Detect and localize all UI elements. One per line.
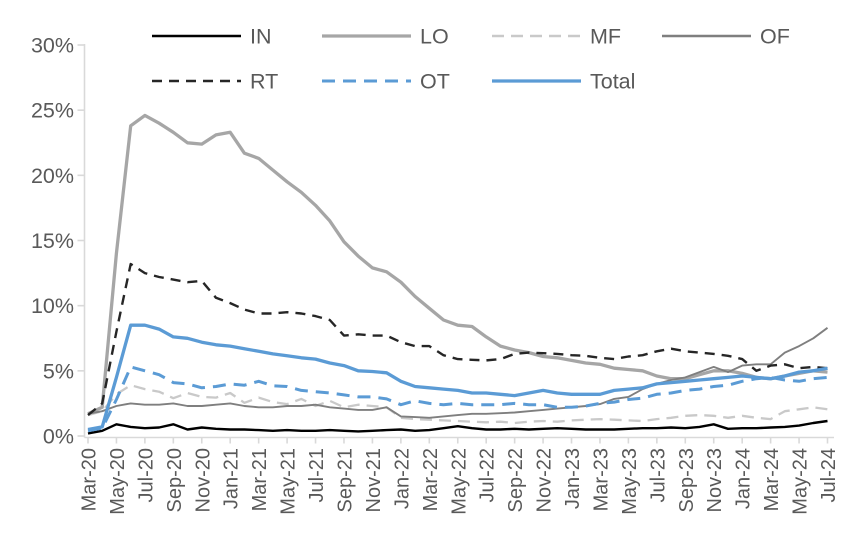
x-tick-label: May-24	[790, 448, 812, 515]
series-line-RT	[87, 262, 828, 417]
legend-label-RT: RT	[250, 70, 278, 94]
legend-label-IN: IN	[250, 25, 272, 49]
series-line-LO	[87, 113, 828, 416]
series-line-MF	[87, 384, 828, 425]
series-line-OF	[87, 327, 829, 419]
x-tick-label: Mar-22	[420, 448, 442, 511]
series-line-Total	[87, 323, 828, 432]
x-tick-label: Nov-21	[363, 448, 385, 512]
x-tick-label: Nov-22	[534, 448, 556, 512]
x-tick-label: Mar-23	[590, 448, 612, 511]
x-tick-label: Jan-23	[562, 448, 584, 509]
x-tick-label: May-20	[107, 448, 129, 515]
y-tick-label: 10%	[31, 294, 74, 318]
legend-label-OF: OF	[760, 25, 790, 49]
x-tick-label: Jul-21	[306, 448, 328, 502]
y-tick-label: 20%	[31, 164, 74, 188]
x-tick-label: Mar-20	[79, 448, 101, 511]
x-tick-label: Jul-22	[477, 448, 499, 502]
legend-label-MF: MF	[590, 25, 621, 49]
x-tick-label: Jul-23	[647, 448, 669, 502]
y-tick-label: 25%	[31, 99, 74, 123]
x-tick-label: Mar-21	[249, 448, 271, 511]
y-tick-label: 15%	[31, 229, 74, 253]
x-tick-label: Nov-23	[704, 448, 726, 512]
y-tick-label: 5%	[43, 359, 74, 383]
y-tick-label: 30%	[31, 34, 74, 58]
x-tick-label: Mar-24	[761, 448, 783, 511]
x-tick-label: Nov-20	[192, 448, 214, 512]
x-tick-label: May-22	[448, 448, 470, 515]
x-tick-label: Jan-22	[391, 448, 413, 509]
x-tick-label: Jan-24	[733, 448, 755, 509]
series-line-OT	[87, 365, 828, 433]
x-tick-label: May-21	[278, 448, 300, 515]
x-tick-label: Jul-20	[135, 448, 157, 502]
legend-label-LO: LO	[420, 25, 449, 49]
x-tick-label: Sep-22	[505, 448, 527, 513]
x-tick-label: Sep-20	[164, 448, 186, 513]
x-tick-label: Sep-21	[334, 448, 356, 513]
legend-label-Total: Total	[590, 70, 635, 94]
x-tick-label: Jan-21	[221, 448, 243, 509]
legend-label-OT: OT	[420, 70, 450, 94]
x-tick-label: Jul-24	[818, 448, 840, 502]
x-tick-label: May-23	[619, 448, 641, 515]
y-tick-label: 0%	[43, 425, 74, 449]
x-tick-label: Sep-23	[676, 448, 698, 513]
series-line-IN	[87, 419, 828, 435]
